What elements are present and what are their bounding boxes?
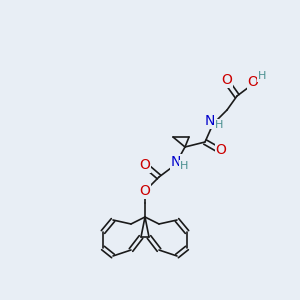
Text: O: O [248, 75, 258, 89]
Text: H: H [258, 71, 266, 81]
Text: O: O [140, 158, 150, 172]
Text: N: N [205, 114, 215, 128]
Text: O: O [140, 184, 150, 198]
Text: N: N [171, 155, 181, 169]
Text: O: O [222, 73, 232, 87]
Text: H: H [180, 161, 188, 171]
Text: O: O [216, 143, 226, 157]
Text: H: H [215, 120, 223, 130]
